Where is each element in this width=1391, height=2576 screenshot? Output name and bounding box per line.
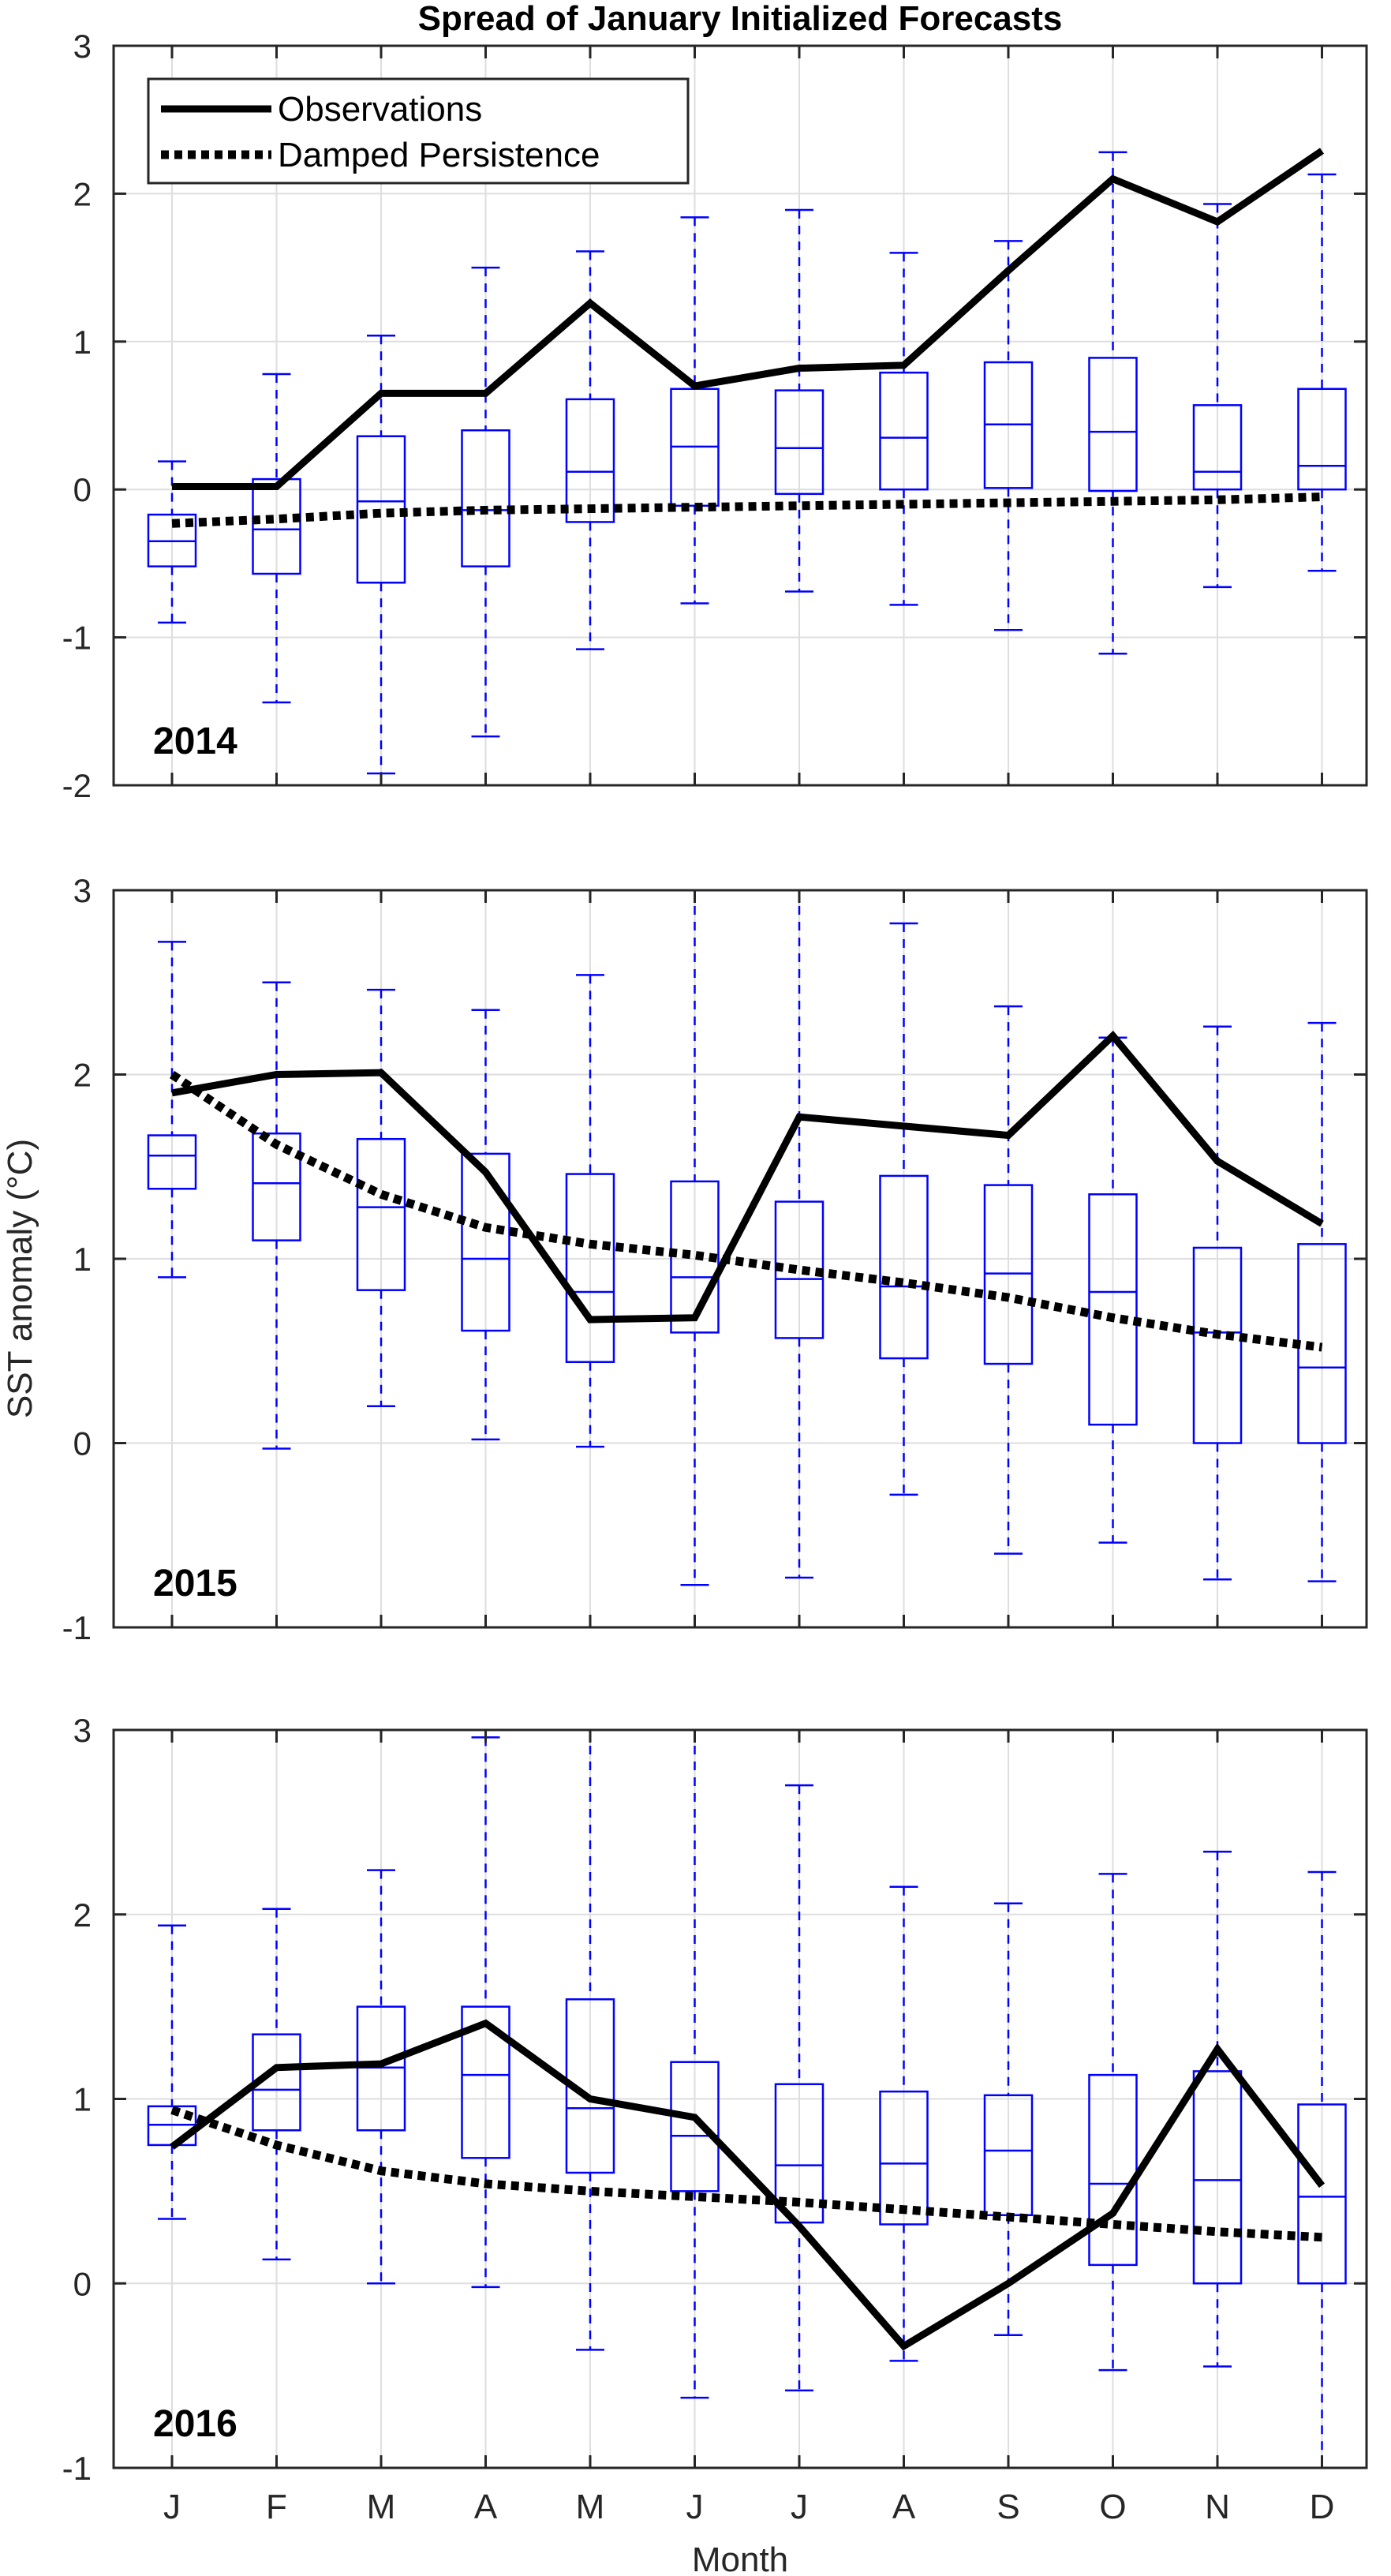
panel-2016: -1 0 1 2 3 J F M A M J J A S O N D 2016 — [62, 1712, 1368, 2526]
x-tick-label-7: A — [892, 2488, 916, 2526]
x-axis-label: Month — [692, 2540, 788, 2576]
y-tick-label: 1 — [73, 1241, 92, 1278]
x-tick-label-3: A — [474, 2488, 498, 2526]
box-m-2 — [356, 988, 406, 1408]
y-tick-label: -1 — [62, 1609, 92, 1646]
box-n-10 — [1192, 203, 1243, 589]
box-a-3 — [461, 1009, 510, 1441]
x-tick-label-4: M — [576, 2488, 605, 2526]
box-j-0 — [147, 460, 197, 624]
box-iqr — [1297, 388, 1347, 491]
y-tick-label: -1 — [62, 620, 92, 657]
box-iqr — [147, 1134, 197, 1190]
y-tick-label: 2 — [73, 1896, 92, 1934]
axes-frame — [112, 44, 1368, 787]
year-label: 2016 — [153, 2403, 237, 2445]
x-tick-label-1: F — [266, 2488, 287, 2526]
x-tick-label-11: D — [1310, 2488, 1335, 2526]
year-label: 2014 — [153, 721, 237, 762]
box-n-10 — [1192, 1025, 1243, 1581]
box-iqr — [461, 1152, 510, 1332]
box-iqr — [565, 1173, 615, 1364]
y-tick-label: 2 — [73, 175, 92, 212]
y-tick-label: -2 — [62, 767, 92, 804]
damped-persistence-line — [170, 2106, 1322, 2242]
y-tick-label: 0 — [73, 471, 92, 508]
x-tick-label-6: J — [791, 2488, 808, 2526]
box-iqr — [1192, 2070, 1243, 2285]
box-iqr — [774, 389, 825, 496]
observations-line — [170, 2019, 1326, 2351]
y-tick-label: 3 — [73, 872, 92, 909]
x-tick-label-5: J — [686, 2488, 704, 2526]
panel-2014: -2 -1 0 1 2 3 2014 Observations Damped Persisten… — [62, 28, 1368, 804]
box-s-8 — [983, 1005, 1034, 1555]
y-tick-label: -1 — [62, 2450, 92, 2487]
box-a-7 — [879, 922, 929, 1496]
y-tick-label: 1 — [73, 324, 92, 361]
x-tick-label-0: J — [163, 2488, 181, 2526]
y-tick-label: 3 — [73, 28, 92, 65]
box-j-5 — [670, 216, 720, 605]
box-f-1 — [252, 981, 301, 1450]
x-tick-label-8: S — [997, 2488, 1019, 2526]
box-m-4 — [565, 250, 615, 650]
chart-title: Spread of January Initialized Forecasts — [418, 0, 1063, 38]
damped-persistence-line — [171, 492, 1322, 528]
y-tick-label: 0 — [73, 2265, 92, 2302]
box-iqr — [252, 477, 301, 575]
box-iqr — [461, 2005, 510, 2159]
damped-persistence-line — [169, 1070, 1323, 1352]
x-tick-label-9: O — [1099, 2488, 1126, 2526]
box-iqr — [670, 2061, 720, 2192]
box-iqr — [252, 1132, 301, 1241]
box-iqr — [1297, 2103, 1347, 2285]
panels: -2 -1 0 1 2 3 2014 Observations Damped Persisten… — [62, 28, 1368, 2526]
legend: Observations Damped Persistence — [147, 77, 690, 185]
box-iqr — [1192, 404, 1243, 491]
box-a-7 — [879, 1885, 929, 2362]
box-j-6 — [774, 208, 825, 593]
box-a-3 — [461, 1736, 510, 2289]
box-iqr — [1088, 1193, 1138, 1426]
box-o-9 — [1088, 151, 1138, 655]
x-tick-label-10: N — [1205, 2488, 1230, 2526]
x-tick-label-2: M — [367, 2488, 396, 2526]
y-tick-label: 1 — [73, 2081, 92, 2118]
box-iqr — [879, 2090, 929, 2226]
legend-damped-label: Damped Persistence — [278, 136, 600, 174]
box-iqr — [356, 1137, 406, 1291]
box-iqr — [1192, 1246, 1243, 1444]
box-s-8 — [983, 240, 1034, 631]
y-tick-label: 2 — [73, 1057, 92, 1094]
box-iqr — [565, 398, 615, 523]
panel-2015: -1 0 1 2 3 2015 — [62, 872, 1368, 1646]
box-f-1 — [252, 373, 301, 704]
box-iqr — [879, 1174, 929, 1360]
legend-box — [147, 77, 690, 185]
y-tick-label: 0 — [73, 1425, 92, 1462]
box-iqr — [1088, 357, 1138, 492]
observations-line — [171, 1030, 1324, 1324]
box-n-10 — [1192, 1851, 1243, 2368]
box-m-4 — [565, 974, 615, 1448]
box-d-11 — [1297, 173, 1347, 572]
box-iqr — [461, 429, 510, 567]
box-iqr — [879, 371, 929, 491]
box-j-0 — [147, 941, 197, 1279]
legend-observations-label: Observations — [278, 90, 482, 129]
y-tick-label: 3 — [73, 1712, 92, 1749]
y-axis-label: SST anomaly (°C) — [1, 1139, 39, 1418]
year-label: 2015 — [153, 1563, 237, 1604]
observations-line — [172, 148, 1325, 490]
box-a-7 — [879, 252, 929, 606]
